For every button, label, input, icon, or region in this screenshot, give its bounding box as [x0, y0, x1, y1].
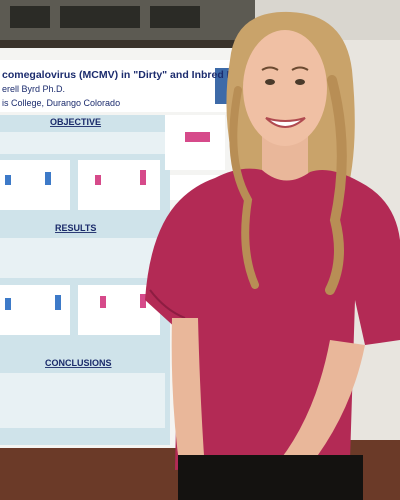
eye	[295, 79, 305, 85]
figure-bar	[45, 172, 51, 185]
section-heading: RESULTS	[55, 223, 96, 233]
figure-bar	[5, 298, 11, 310]
poster-figure	[78, 160, 160, 210]
figure-bar	[95, 175, 101, 185]
poster-title: comegalovirus (MCMV) in "Dirty" and Inbr…	[2, 69, 250, 81]
smile	[265, 117, 306, 128]
text-block	[0, 238, 165, 278]
figure-bar	[140, 294, 146, 308]
hair-curl	[229, 86, 259, 289]
figure-bar	[55, 295, 61, 310]
figure-bar	[140, 170, 146, 185]
poster-affiliation: is College, Durango Colorado	[2, 98, 120, 108]
hair-curl	[325, 75, 347, 295]
figure-bar	[5, 175, 11, 185]
window-pane	[60, 6, 140, 28]
section-heading: OBJECTIVE	[50, 117, 101, 127]
section-heading: CONCLUSIONS	[45, 358, 112, 368]
arm	[272, 340, 365, 478]
poster-figure	[165, 115, 225, 170]
text-block	[0, 132, 165, 154]
text-block	[0, 373, 165, 428]
poster-author: erell Byrd Ph.D.	[2, 84, 65, 94]
poster-header	[0, 60, 240, 112]
arm	[171, 318, 205, 470]
figure-bar	[100, 296, 106, 308]
figure-bar	[185, 132, 210, 142]
poster-figure	[0, 160, 70, 210]
eye	[265, 79, 275, 85]
window-pane	[150, 6, 200, 28]
eyebrows	[261, 66, 309, 71]
pants	[178, 455, 363, 500]
window-pane	[10, 6, 50, 28]
face	[243, 30, 327, 146]
sleeve-ruffle	[149, 289, 186, 319]
